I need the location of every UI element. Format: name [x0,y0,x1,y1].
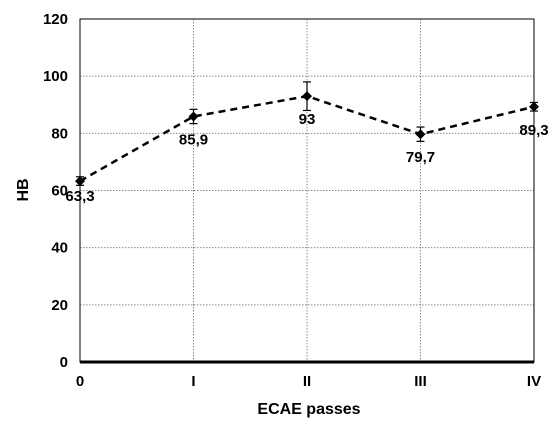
y-tick-label: 40 [51,240,68,257]
data-label: 79,7 [406,149,435,166]
x-axis-title: ECAE passes [257,401,360,418]
data-point [75,176,85,187]
data-series [75,81,539,187]
y-tick-label: 100 [43,68,68,85]
x-tick-label: III [414,373,427,390]
data-point [188,111,199,122]
x-tick-label: I [191,373,195,390]
y-tick-label: 0 [60,354,68,371]
y-tick-label: 60 [51,183,68,200]
y-tick-label: 120 [43,11,68,28]
grid-lines [79,18,535,362]
x-tick-label: 0 [76,373,84,390]
axes [79,18,535,364]
data-point [302,91,312,102]
y-tick-label: 20 [51,297,68,314]
data-label: 85,9 [179,131,208,148]
data-label: 93 [299,111,316,128]
data-point [415,129,426,140]
data-label: 89,3 [519,122,548,139]
x-tick-label: IV [527,373,541,390]
data-point [529,101,539,112]
y-tick-label: 80 [51,125,68,142]
y-axis-title: HB [15,178,32,201]
data-label: 63,3 [65,188,94,205]
x-tick-label: II [303,373,311,390]
